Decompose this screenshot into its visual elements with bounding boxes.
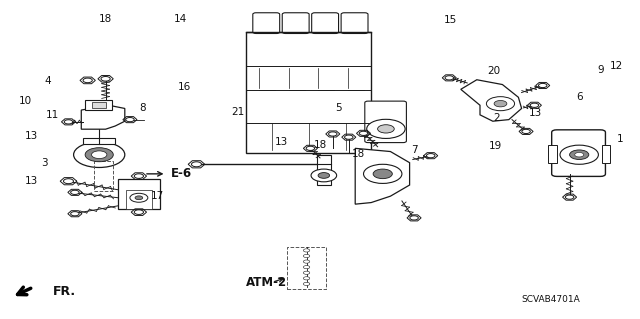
Bar [94,161,113,191]
Circle shape [64,120,73,124]
FancyBboxPatch shape [246,32,371,153]
Text: 7: 7 [412,145,418,155]
FancyBboxPatch shape [85,100,112,110]
Circle shape [364,164,402,183]
Circle shape [303,277,310,280]
Text: 16: 16 [178,82,191,92]
Circle shape [303,249,310,252]
Text: FR.: FR. [52,286,76,298]
Text: 2: 2 [493,113,499,123]
Text: 20: 20 [488,66,501,76]
Circle shape [426,153,435,158]
Circle shape [318,173,330,178]
Text: 13: 13 [275,137,289,147]
FancyBboxPatch shape [83,138,115,144]
Circle shape [575,152,584,157]
Circle shape [522,129,531,134]
Text: 3: 3 [42,158,48,168]
Circle shape [101,77,110,81]
Circle shape [311,169,337,182]
Circle shape [63,179,74,184]
Text: 6: 6 [576,92,582,102]
Text: SCVAB4701A: SCVAB4701A [522,295,580,304]
Circle shape [367,119,405,138]
Circle shape [303,282,310,286]
Circle shape [538,83,547,88]
FancyBboxPatch shape [118,179,160,209]
FancyBboxPatch shape [552,130,605,176]
FancyBboxPatch shape [548,145,557,163]
Circle shape [378,125,394,133]
Text: 18: 18 [314,140,327,150]
Circle shape [85,148,113,162]
Circle shape [125,117,134,122]
Circle shape [130,193,148,202]
Text: 18: 18 [99,14,113,24]
Text: 14: 14 [174,14,188,24]
Text: 17: 17 [151,190,164,201]
Circle shape [74,142,125,167]
Circle shape [344,135,353,139]
Polygon shape [461,80,522,121]
Circle shape [410,216,419,220]
Circle shape [303,255,310,258]
Circle shape [134,174,143,178]
Circle shape [328,132,337,136]
Circle shape [191,162,202,167]
Circle shape [303,265,310,269]
FancyBboxPatch shape [282,13,309,33]
Circle shape [134,210,143,214]
Text: 15: 15 [444,15,457,25]
Circle shape [373,169,392,179]
FancyBboxPatch shape [317,155,331,185]
Circle shape [70,211,79,216]
Text: 13: 13 [24,175,38,186]
Text: 13: 13 [529,108,542,118]
Circle shape [494,100,507,107]
FancyBboxPatch shape [365,101,406,143]
Circle shape [359,131,368,136]
Text: 19: 19 [488,141,502,151]
Text: 5: 5 [335,103,341,114]
Text: 4: 4 [45,76,51,86]
Circle shape [486,97,515,111]
Circle shape [303,260,310,263]
FancyBboxPatch shape [126,190,152,209]
Circle shape [565,195,574,199]
FancyBboxPatch shape [341,13,368,33]
Text: 11: 11 [46,110,60,121]
Circle shape [530,103,539,108]
Text: 1: 1 [617,134,623,144]
Text: 9: 9 [597,65,604,75]
FancyBboxPatch shape [312,13,339,33]
Circle shape [83,78,92,83]
Circle shape [445,76,454,80]
Circle shape [70,190,79,195]
FancyBboxPatch shape [253,13,280,33]
Circle shape [570,150,589,160]
Circle shape [303,271,310,274]
Text: 21: 21 [232,107,245,117]
Circle shape [306,146,315,151]
Text: 13: 13 [24,131,38,141]
Circle shape [135,196,143,200]
Text: E-6: E-6 [171,167,192,180]
Polygon shape [81,105,125,129]
Text: 10: 10 [19,96,33,106]
Polygon shape [355,148,410,204]
Circle shape [560,145,598,164]
Text: 18: 18 [352,149,365,160]
Text: 8: 8 [139,103,145,114]
FancyBboxPatch shape [92,102,106,108]
FancyBboxPatch shape [602,145,610,163]
Circle shape [92,151,107,159]
Text: 12: 12 [610,61,623,71]
Text: ATM-2: ATM-2 [246,276,287,289]
Bar [287,247,326,289]
